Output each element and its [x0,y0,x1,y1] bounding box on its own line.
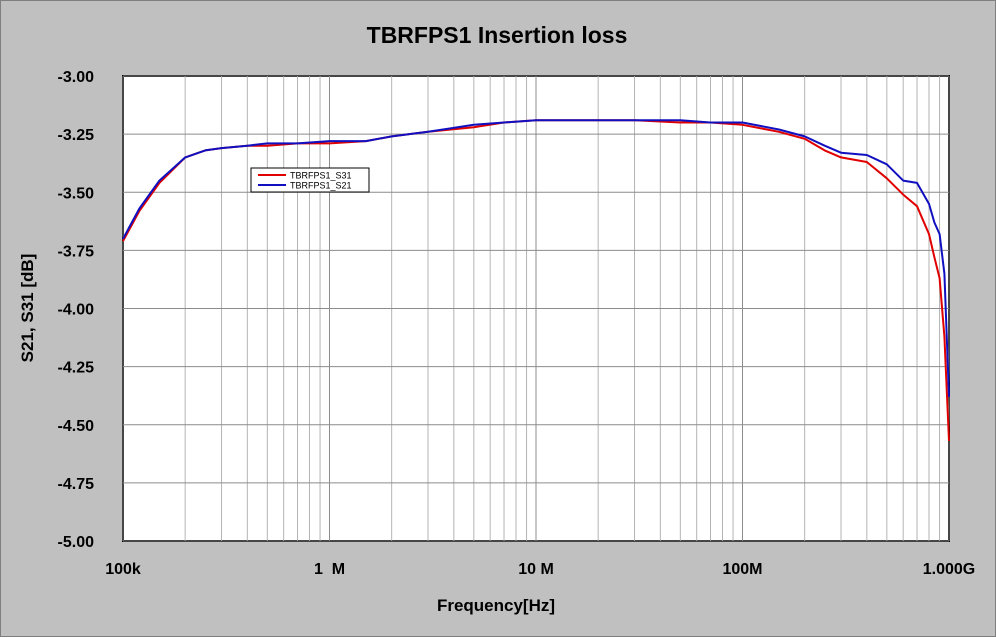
x-tick-label: 100k [105,561,141,578]
legend-label: TBRFPS1_S21 [290,181,352,191]
grid-lines [122,75,950,542]
chart-title: TBRFPS1 Insertion loss [367,22,628,48]
x-axis-tick-labels: 100k 1 M 10 M 100M 1.000G [105,561,975,578]
y-axis-label: S21, S31 [dB] [18,254,37,363]
y-axis-tick-labels: -3.00 -3.25 -3.50 -3.75 -4.00 -4.25 -4.50 -4.75… [58,69,95,551]
x-tick-label: 1.000G [923,561,975,578]
y-tick-label: -5.00 [58,534,95,551]
y-tick-label: -4.75 [58,476,95,493]
legend-label: TBRFPS1_S31 [290,171,352,181]
x-tick-label: 100M [722,561,762,578]
y-tick-label: -4.50 [58,418,95,435]
y-tick-label: -4.00 [58,302,95,319]
y-tick-label: -3.75 [58,243,95,260]
y-tick-label: -3.00 [58,69,95,86]
legend-box [250,167,370,193]
x-axis-label: Frequency[Hz] [437,596,555,615]
y-tick-label: -3.50 [58,185,95,202]
x-tick-label: 10 M [518,561,554,578]
series-line-tbrfps1-s21 [122,119,950,397]
series-layer [122,119,950,442]
y-tick-label: -3.25 [58,127,95,144]
x-tick-label: 1 M [314,561,345,578]
y-tick-label: -4.25 [58,360,95,377]
